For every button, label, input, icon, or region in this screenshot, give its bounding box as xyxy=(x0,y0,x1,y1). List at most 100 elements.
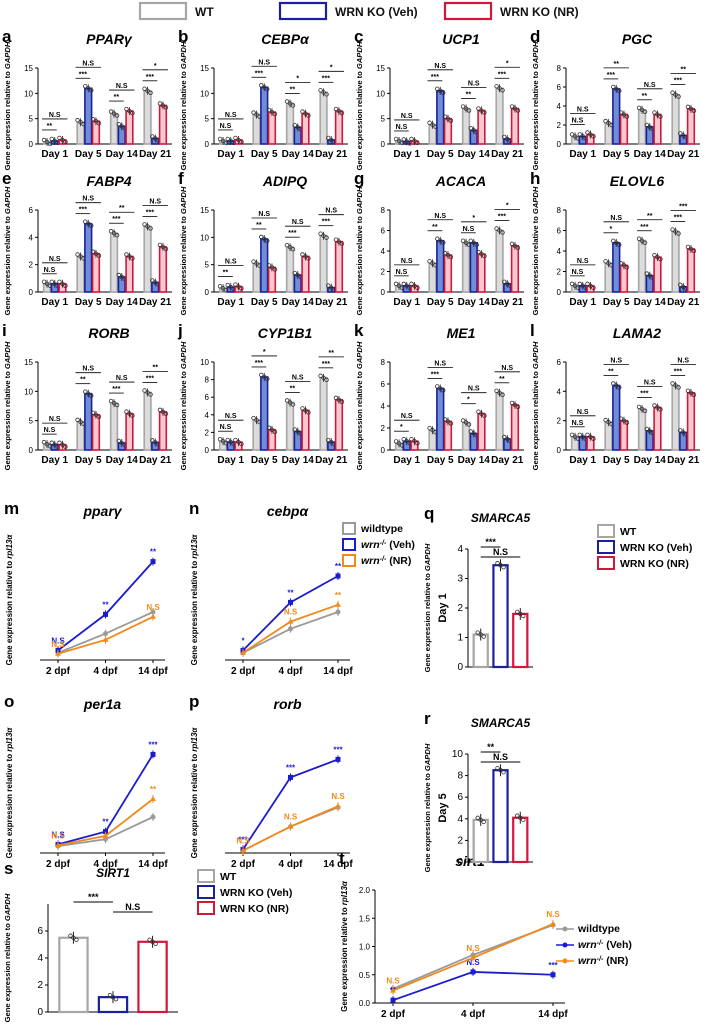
y-tick-label: 15 xyxy=(24,64,33,73)
bar-point xyxy=(63,283,68,288)
bar-point xyxy=(658,407,663,412)
sig-label-inner: *** xyxy=(112,386,120,393)
chart-title-l: LAMA2 xyxy=(613,325,661,341)
panel-letter-d: d xyxy=(530,27,540,46)
x-tick-label: Day 1 xyxy=(393,149,420,160)
y-tick-label: 0.0 xyxy=(359,999,371,1008)
bar-g-0-1 xyxy=(428,262,437,293)
sig-label-outer: N.S xyxy=(292,219,304,226)
panel-letter-e: e xyxy=(2,169,11,188)
bar-point xyxy=(306,410,311,415)
chart-title-j: CYP1B1 xyxy=(258,325,313,341)
sig-label: N.S xyxy=(493,752,508,762)
sig-label-outer: * xyxy=(296,75,299,82)
x-tick-label: Day 14 xyxy=(458,455,491,466)
bar-point xyxy=(617,88,622,94)
bar-point xyxy=(254,417,259,423)
bar-point xyxy=(611,84,616,90)
bar-point xyxy=(321,375,326,381)
bar-point xyxy=(111,400,117,406)
bar-point xyxy=(259,372,264,378)
bar-point xyxy=(445,419,451,424)
bar-point xyxy=(482,253,487,259)
y-tick-label: 1.5 xyxy=(359,914,371,923)
zf-legend-marker-veh xyxy=(562,942,568,948)
bar-point xyxy=(688,246,694,252)
bar-point xyxy=(266,263,272,268)
bar-point xyxy=(476,249,481,255)
x-tick-label: 4 dpf xyxy=(94,859,119,870)
y-tick-label: 4 xyxy=(457,814,463,825)
bar-point xyxy=(220,285,226,291)
bar-a-2-3 xyxy=(158,104,168,145)
bar-point xyxy=(339,110,345,116)
x-tick-label: Day 1 xyxy=(217,297,244,308)
sig-label-inner: N.S xyxy=(572,269,584,276)
bar-point xyxy=(512,243,518,249)
bar-point xyxy=(96,414,102,419)
bar-s-2 xyxy=(137,940,168,1014)
bar-k-2-2 xyxy=(477,412,486,451)
bar-point xyxy=(569,281,575,287)
y-axis-label-a: Gene expression relative to GAPDH xyxy=(3,41,12,170)
bar-point xyxy=(448,118,454,123)
bar-b-0-3 xyxy=(319,91,328,145)
bar-i-2-1 xyxy=(91,413,101,451)
y-axis-label-l: Gene expression relative to GAPDH xyxy=(531,341,540,470)
bar-point xyxy=(502,279,507,284)
bar-point xyxy=(427,259,432,264)
sig-label-inner: ** xyxy=(80,377,86,384)
bar-point xyxy=(621,263,627,268)
bar-point xyxy=(324,92,329,97)
bar-j-0-2 xyxy=(285,401,295,451)
bar-point xyxy=(441,240,446,245)
bar-point xyxy=(124,252,129,257)
bar-point xyxy=(577,281,582,287)
bar-point xyxy=(569,432,575,437)
bar-point xyxy=(476,106,481,111)
bar-point xyxy=(500,392,505,397)
x-tick-label: Day 1 xyxy=(393,297,420,308)
bar-point xyxy=(333,106,339,112)
y-axis-label-s: Gene expression relative to GAPDH xyxy=(3,893,12,1022)
bar-point xyxy=(272,267,278,272)
bar-l-2-3 xyxy=(686,391,696,451)
x-tick-label: Day 5 xyxy=(603,149,630,160)
y-axis-label-i: Gene expression relative to GAPDH xyxy=(3,341,12,470)
panel-legend-swatch xyxy=(197,869,215,883)
x-tick-label: Day 21 xyxy=(315,149,348,160)
sig-label-inner: *** xyxy=(255,70,263,77)
sig-label-outer: N.S xyxy=(225,112,237,119)
bar-point xyxy=(272,429,278,434)
sig-label-inner: *** xyxy=(674,215,682,222)
bar-point xyxy=(329,137,334,143)
bar-point xyxy=(466,108,472,113)
bar-point xyxy=(63,139,68,145)
bar-point xyxy=(44,441,50,447)
panel-letter-t: t xyxy=(339,849,345,868)
bar-d-2-1 xyxy=(619,113,629,145)
sig-label-inner: *** xyxy=(255,360,263,367)
bar-h-2-3 xyxy=(686,248,696,293)
sig-label-veh: *** xyxy=(286,763,296,772)
sig-label-inner: * xyxy=(467,397,470,404)
bar-point xyxy=(670,381,675,386)
y-axis-label-k: Gene expression relative to GAPDH xyxy=(355,341,364,470)
bar-j-0-1 xyxy=(252,419,261,451)
panel-l: l LAMA2 Gene expression relative to GAPDH 0… xyxy=(530,321,700,470)
bar-k-2-3 xyxy=(510,404,520,451)
bar-point xyxy=(130,413,135,418)
y-tick-label: 1 xyxy=(457,633,463,644)
bar-point xyxy=(163,105,169,110)
bar-point xyxy=(160,409,166,415)
x-tick-label: Day 14 xyxy=(458,149,491,160)
bar-point xyxy=(251,415,256,421)
bar-point xyxy=(647,273,652,278)
sig-label-outer: N.S xyxy=(292,374,304,381)
sig-label-inner: ** xyxy=(290,385,296,392)
y-tick-label: 10 xyxy=(200,89,209,98)
bar-point xyxy=(673,92,678,97)
bar-l-1-1 xyxy=(612,384,621,451)
bar-point xyxy=(591,436,596,441)
x-tick-label: 14 dpf xyxy=(138,859,168,870)
